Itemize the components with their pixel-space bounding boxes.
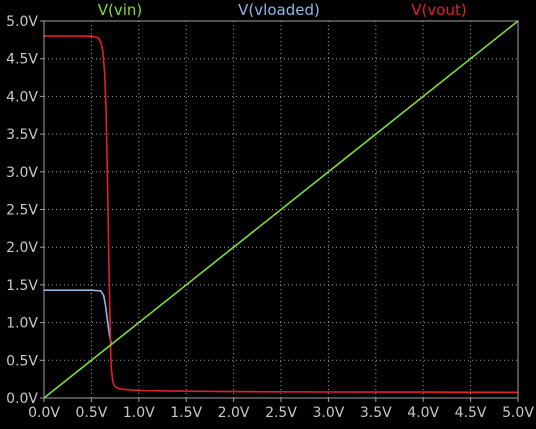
y-tick-labels: 0.0V 0.5V 1.0V 1.5V 2.0V 2.5V 3.0V 3.5V 4.0V 4.5V… <box>6 14 44 407</box>
x-tick-labels: 0.0V 0.5V 1.0V 1.5V 2.0V 2.5V 3.0V 3.5V 4.0V 4.5V… <box>28 398 534 421</box>
series-lines <box>43 20 519 399</box>
x-tick-label: 3.0V <box>312 405 344 421</box>
y-tick-label: 4.5V <box>6 52 38 68</box>
y-tick-label: 0.0V <box>6 391 38 407</box>
x-tick-label: 0.0V <box>28 405 60 421</box>
y-tick-label: 3.5V <box>6 127 38 143</box>
y-tick-label: 0.5V <box>6 353 38 369</box>
x-tick-label: 2.0V <box>218 405 250 421</box>
legend-label-v-vout: V(vout) <box>411 1 466 19</box>
series-line-v-vloaded <box>43 289 113 345</box>
y-tick-label: 4.0V <box>6 89 38 105</box>
x-tick-label: 0.5V <box>75 405 107 421</box>
series-line-v-vout <box>43 35 519 394</box>
series-line-v-vin <box>43 20 519 399</box>
x-tick-label: 1.5V <box>170 405 202 421</box>
y-tick-label: 2.0V <box>6 240 38 256</box>
x-tick-label: 2.5V <box>265 405 297 421</box>
x-tick-label: 4.5V <box>455 405 487 421</box>
x-tick-label: 3.5V <box>360 405 392 421</box>
y-tick-label: 2.5V <box>6 203 38 219</box>
y-tick-label: 1.0V <box>6 316 38 332</box>
legend-label-v-vloaded: V(vloaded) <box>238 1 320 19</box>
x-tick-label: 1.0V <box>123 405 155 421</box>
legend-label-v-vin: V(vin) <box>98 1 143 19</box>
y-tick-label: 3.0V <box>6 165 38 181</box>
y-tick-label: 1.5V <box>6 278 38 294</box>
y-tick-label: 5.0V <box>6 14 38 30</box>
x-tick-label: 5.0V <box>502 405 534 421</box>
x-tick-label: 4.0V <box>407 405 439 421</box>
legend: V(vin) V(vloaded) V(vout) <box>98 1 467 19</box>
